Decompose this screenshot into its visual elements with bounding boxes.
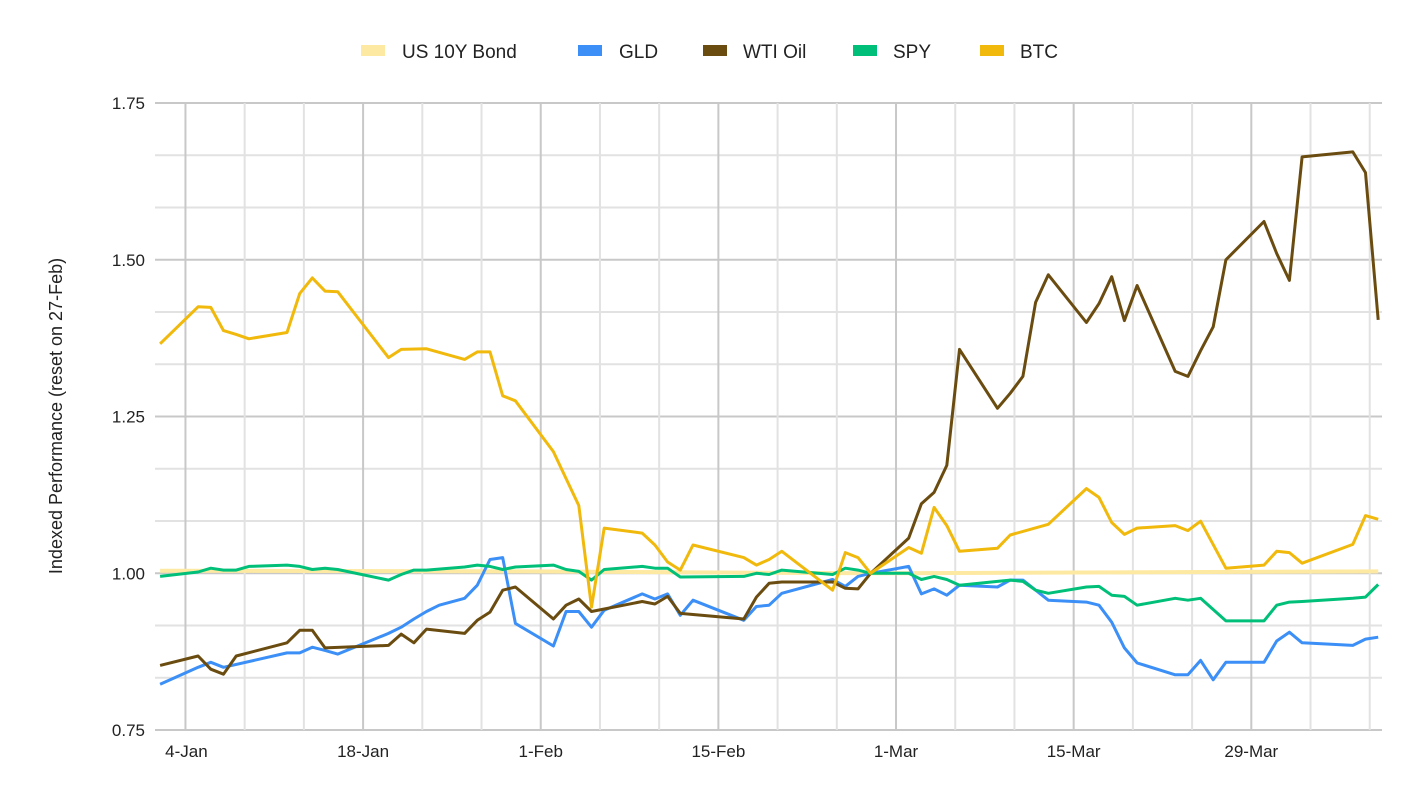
legend-item-spy[interactable]: SPY <box>853 42 931 63</box>
legend-swatch <box>703 45 727 56</box>
x-axis-ticks: 4-Jan 18-Jan 1-Feb 15-Feb 1-Mar 15-Mar 2… <box>165 742 1278 761</box>
legend-label: SPY <box>893 42 931 63</box>
legend-item-gld[interactable]: GLD <box>578 42 658 63</box>
grid-lines <box>155 102 1382 731</box>
legend-item-btc[interactable]: BTC <box>980 42 1058 63</box>
legend-swatch <box>361 45 385 56</box>
series-line-gld <box>159 556 1379 686</box>
legend-swatch <box>853 45 877 56</box>
series-line-spy <box>159 563 1380 623</box>
y-tick-label: 1.75 <box>112 94 145 113</box>
y-tick-label: 1.25 <box>112 408 145 427</box>
x-tick-label: 1-Feb <box>519 742 563 761</box>
legend-label: US 10Y Bond <box>402 42 517 63</box>
legend-swatch <box>980 45 1004 56</box>
series-line-wti-oil <box>159 150 1380 676</box>
x-tick-label: 29-Mar <box>1224 742 1278 761</box>
legend-item-wti-oil[interactable]: WTI Oil <box>703 42 806 63</box>
y-axis-ticks: 1.75 1.50 1.25 1.00 0.75 <box>112 94 145 740</box>
legend-item-us-10y-bond[interactable]: US 10Y Bond <box>361 42 517 63</box>
y-tick-label: 1.50 <box>112 251 145 270</box>
series-line-btc <box>159 276 1379 609</box>
legend-swatch <box>578 45 602 56</box>
x-tick-label: 15-Feb <box>691 742 745 761</box>
x-tick-label: 1-Mar <box>874 742 919 761</box>
series-lines <box>159 150 1380 686</box>
y-tick-label: 0.75 <box>112 721 145 740</box>
y-tick-label: 1.00 <box>112 564 145 583</box>
legend: US 10Y Bond GLD WTI Oil SPY BTC <box>361 42 1058 63</box>
x-tick-label: 15-Mar <box>1047 742 1101 761</box>
y-axis-label: Indexed Performance (reset on 27-Feb) <box>46 258 66 574</box>
legend-label: WTI Oil <box>743 42 806 63</box>
legend-label: GLD <box>619 42 658 63</box>
legend-label: BTC <box>1020 42 1058 63</box>
x-tick-label: 18-Jan <box>337 742 389 761</box>
x-tick-label: 4-Jan <box>165 742 208 761</box>
